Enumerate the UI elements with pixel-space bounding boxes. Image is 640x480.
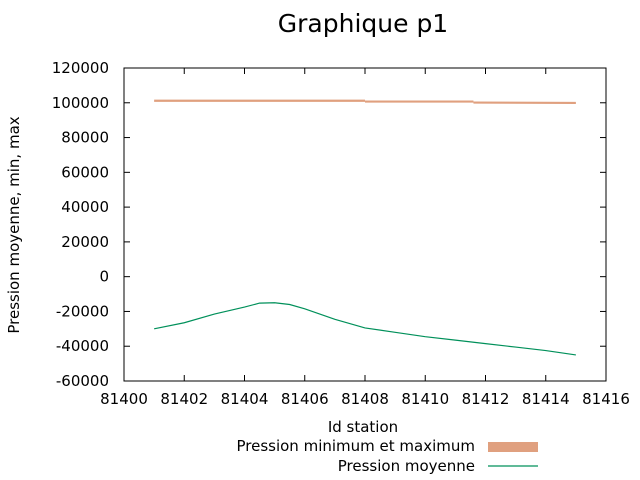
y-tick-label: 100000 [52, 94, 109, 112]
chart-title: Graphique p1 [278, 9, 448, 38]
x-axis-label: Id station [328, 418, 398, 436]
x-tick-label: 81400 [100, 390, 148, 408]
x-tick-label: 81404 [221, 390, 269, 408]
plot-area [154, 99, 576, 356]
series-minmax-band [154, 99, 576, 104]
y-tick-label: 120000 [52, 59, 109, 77]
y-tick-label: -40000 [56, 337, 109, 355]
x-tick-label: 81402 [160, 390, 208, 408]
y-tick-label: -20000 [56, 302, 109, 320]
series-mean-line [154, 302, 576, 356]
y-tick-label: -60000 [56, 372, 109, 390]
x-tick-label: 81406 [281, 390, 329, 408]
x-tick-label: 81408 [341, 390, 389, 408]
y-tick-label: 60000 [61, 163, 109, 181]
y-tick-label: 20000 [61, 233, 109, 251]
y-axis: -60000 -40000 -20000 0 20000 40000 60000 80000 1… [52, 59, 606, 390]
y-axis-label: Pression moyenne, min, max [5, 116, 23, 333]
x-axis: 81400 81402 81404 81406 81408 81410 81412 81414… [100, 68, 630, 408]
x-tick-label: 81414 [522, 390, 570, 408]
y-tick-label: 0 [99, 268, 109, 286]
x-tick-label: 81412 [462, 390, 510, 408]
plot-frame [123, 67, 607, 382]
y-tick-label: 40000 [61, 198, 109, 216]
legend: Pression minimum et maximum Pression moy… [236, 437, 538, 475]
legend-swatch-minmax [488, 442, 538, 452]
x-tick-label: 81410 [401, 390, 449, 408]
legend-label-mean: Pression moyenne [338, 457, 475, 475]
legend-label-minmax: Pression minimum et maximum [236, 437, 475, 455]
x-tick-label: 81416 [582, 390, 630, 408]
y-tick-label: 80000 [61, 129, 109, 147]
